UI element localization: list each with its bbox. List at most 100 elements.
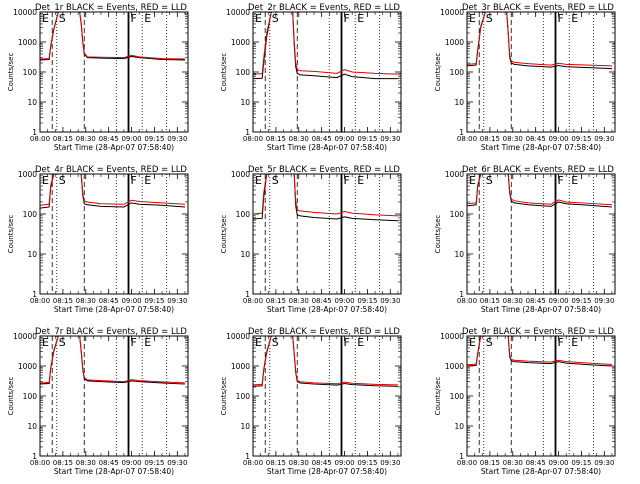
plot-frame — [39, 11, 189, 133]
x-tick-label: 08:30 — [76, 135, 96, 143]
x-tick-label: 08:15 — [53, 297, 73, 305]
phase-marker-label: E — [255, 174, 262, 187]
phase-marker-label: F — [557, 336, 563, 349]
x-tick-label: 08:00 — [243, 459, 263, 467]
series-line-lld — [467, 336, 612, 366]
plot-frame — [39, 173, 189, 295]
x-tick-label: 08:15 — [266, 459, 286, 467]
y-tick-label: 1000 — [18, 38, 37, 47]
panel-det-3: Det_3r BLACK = Events, RED = LLD 1 10 100 10… — [434, 3, 616, 152]
phase-marker-label: S — [272, 174, 279, 187]
phase-marker-label: E — [144, 336, 151, 349]
x-tick-label: 08:45 — [99, 297, 119, 305]
x-tick-label: 08:15 — [480, 135, 500, 143]
phase-marker-label: F — [130, 336, 136, 349]
y-tick-label: 100 — [236, 210, 251, 219]
y-tick-label: 1000 — [18, 362, 37, 371]
phase-marker-label: S — [486, 174, 493, 187]
phase-marker-label: E — [42, 174, 49, 187]
x-axis-label: Start Time (28-Apr-07 07:58:40) — [481, 305, 601, 314]
x-tick-label: 08:00 — [243, 297, 263, 305]
x-tick-label: 08:15 — [266, 297, 286, 305]
y-tick-label: 100 — [236, 68, 251, 77]
x-axis-label: Start Time (28-Apr-07 07:58:40) — [54, 305, 174, 314]
phase-marker-label: E — [42, 336, 49, 349]
phase-marker-label: E — [469, 336, 476, 349]
y-axis-label: Counts/sec — [434, 215, 442, 254]
panel-det-1: Det_1r BLACK = Events, RED = LLD 1 10 100 10… — [7, 3, 189, 152]
panel-title: Det_2r BLACK = Events, RED = LLD — [248, 3, 400, 13]
plot-frame — [466, 11, 616, 133]
panel-det-5: Det_5r BLACK = Events, RED = LLD 1 10 100 10… — [220, 165, 402, 314]
y-tick-label: 100 — [23, 210, 38, 219]
y-axis-label: Counts/sec — [220, 53, 228, 92]
phase-marker-label: S — [486, 12, 493, 25]
x-tick-label: 09:15 — [144, 135, 164, 143]
series-line-lld — [467, 12, 612, 67]
y-tick-label: 100 — [23, 392, 38, 401]
x-tick-label: 08:15 — [53, 459, 73, 467]
y-tick-label: 10 — [240, 250, 250, 259]
x-tick-label: 09:00 — [334, 459, 354, 467]
x-tick-label: 08:30 — [289, 135, 309, 143]
phase-marker-label: E — [571, 12, 578, 25]
x-axis-label: Start Time (28-Apr-07 07:58:40) — [54, 143, 174, 152]
x-tick-label: 08:30 — [503, 459, 523, 467]
panel-det-8: Det_8r BLACK = Events, RED = LLD 1 10 100 10… — [220, 327, 402, 476]
y-tick-label: 100 — [236, 392, 251, 401]
x-tick-label: 09:15 — [357, 459, 377, 467]
x-tick-label: 09:30 — [380, 459, 400, 467]
panel-det-6: Det_6r BLACK = Events, RED = LLD 1 10 100 10… — [434, 165, 616, 314]
phase-marker-label: E — [469, 174, 476, 187]
panel-title: Det_8r BLACK = Events, RED = LLD — [248, 327, 400, 337]
phase-marker-label: E — [42, 12, 49, 25]
y-axis-label: Counts/sec — [434, 377, 442, 416]
x-tick-label: 08:45 — [526, 459, 546, 467]
y-axis-label: Counts/sec — [220, 215, 228, 254]
x-tick-label: 09:15 — [357, 297, 377, 305]
phase-marker-label: S — [272, 12, 279, 25]
panel-det-9: Det_9r BLACK = Events, RED = LLD 1 10 100 10… — [434, 327, 616, 476]
x-tick-label: 09:30 — [594, 135, 614, 143]
y-tick-label: 10 — [27, 98, 37, 107]
y-tick-label: 1000 — [445, 170, 464, 179]
x-tick-label: 08:45 — [312, 459, 332, 467]
x-tick-label: 08:30 — [76, 297, 96, 305]
x-tick-label: 09:15 — [571, 297, 591, 305]
panel-title: Det_1r BLACK = Events, RED = LLD — [35, 3, 187, 13]
panel-det-4: Det_4r BLACK = Events, RED = LLD 1 10 100 10… — [7, 165, 189, 314]
y-tick-label: 1000 — [231, 362, 250, 371]
x-tick-label: 09:00 — [548, 297, 568, 305]
x-tick-label: 08:45 — [99, 135, 119, 143]
y-tick-label: 1 — [32, 290, 37, 299]
x-tick-label: 09:30 — [594, 459, 614, 467]
panel-det-2: Det_2r BLACK = Events, RED = LLD 1 10 100 10… — [220, 3, 402, 152]
x-tick-label: 08:00 — [457, 135, 477, 143]
panel-title: Det_5r BLACK = Events, RED = LLD — [248, 165, 400, 175]
y-tick-label: 10000 — [13, 8, 37, 17]
x-tick-label: 08:15 — [480, 297, 500, 305]
phase-marker-label: F — [130, 174, 136, 187]
phase-marker-label: E — [357, 12, 364, 25]
phase-marker-label: E — [255, 336, 262, 349]
series-line-lld — [253, 336, 398, 386]
phase-marker-label: F — [130, 12, 136, 25]
x-tick-label: 08:45 — [312, 135, 332, 143]
phase-marker-label: E — [571, 336, 578, 349]
series-line-lld — [253, 174, 398, 217]
y-axis-label: Counts/sec — [7, 377, 15, 416]
y-tick-label: 1000 — [18, 170, 37, 179]
x-axis-label: Start Time (28-Apr-07 07:58:40) — [481, 467, 601, 476]
y-tick-label: 10 — [240, 422, 250, 431]
phase-marker-label: S — [59, 336, 66, 349]
phase-marker-label: S — [486, 336, 493, 349]
x-axis-label: Start Time (28-Apr-07 07:58:40) — [267, 467, 387, 476]
x-tick-label: 08:30 — [503, 297, 523, 305]
panel-title: Det_7r BLACK = Events, RED = LLD — [35, 327, 187, 337]
x-tick-label: 09:00 — [121, 135, 141, 143]
y-axis-label: Counts/sec — [7, 215, 15, 254]
y-tick-label: 10000 — [440, 8, 464, 17]
y-tick-label: 1 — [459, 290, 464, 299]
y-tick-label: 1 — [32, 128, 37, 137]
